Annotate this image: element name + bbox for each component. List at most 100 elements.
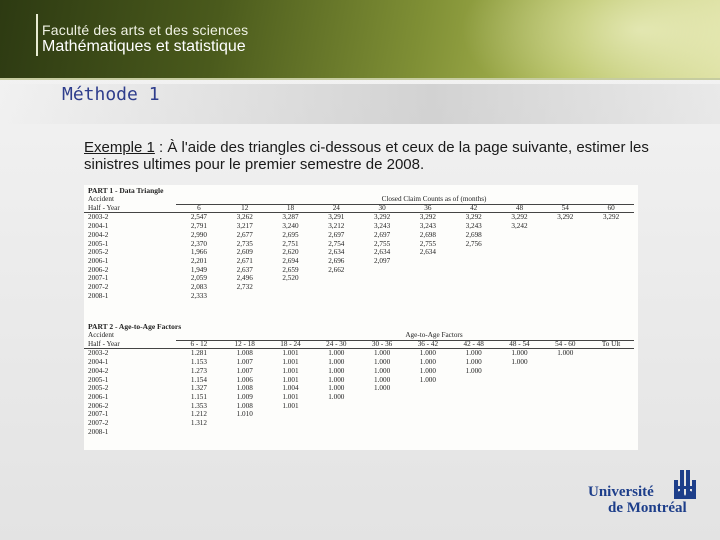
table-cell — [405, 283, 451, 292]
table-cell — [359, 266, 405, 275]
table-cell — [313, 419, 359, 428]
table-cell — [497, 248, 543, 257]
table-cell — [588, 266, 634, 275]
table-cell — [451, 248, 497, 257]
part2-col-label-1: Accident — [88, 331, 114, 339]
table-cell: 1.000 — [374, 349, 391, 358]
table-cell: 2,634 — [374, 248, 391, 257]
table-cell: 3,217 — [236, 222, 253, 231]
table-cell: 1,966 — [190, 248, 207, 257]
part2-column-header: 24 - 30 — [313, 339, 360, 350]
table-cell: 2,659 — [282, 265, 299, 274]
table-cell — [497, 367, 543, 376]
part2-column-header: 6 - 12 — [176, 339, 222, 350]
table-cell: 1.000 — [419, 375, 436, 384]
table-row: 2004-2 1.273 1.007 1.001 1.000 1.000 1.000 1.00… — [84, 367, 634, 376]
table-cell — [588, 384, 634, 393]
table-cell — [359, 292, 405, 301]
part1-column-header: 12 — [221, 203, 268, 214]
row-label: 2004-1 — [88, 222, 109, 231]
table-cell — [359, 393, 405, 402]
table-cell — [359, 274, 405, 283]
table-row: 2006-1 1.151 1.009 1.001 1.000 — [84, 393, 634, 402]
table-cell: 1.001 — [282, 392, 299, 401]
table-cell — [313, 410, 359, 419]
row-label: 2007-1 — [88, 410, 109, 419]
table-cell — [542, 266, 588, 275]
table-cell: 1.008 — [236, 384, 253, 393]
table-cell — [497, 384, 543, 393]
table-cell: 2,671 — [236, 256, 253, 265]
part1-column-header: 60 — [588, 203, 634, 214]
table-cell: 2,698 — [465, 230, 482, 239]
table-row: 2005-2 1,966 2,609 2,620 2,634 2,634 2,634 — [84, 248, 634, 257]
header-highlight — [460, 0, 720, 78]
table-cell: 2,547 — [190, 213, 207, 222]
table-cell: 2,732 — [236, 283, 253, 292]
table-cell — [222, 428, 268, 437]
table-cell — [542, 402, 588, 411]
part2-col-label-2: Half - Year — [84, 339, 176, 350]
table-cell: 1.000 — [328, 392, 345, 401]
table-cell: 2,609 — [236, 248, 253, 257]
example-paragraph: Exemple 1 : À l'aide des triangles ci-de… — [84, 139, 684, 173]
table-cell — [359, 410, 405, 419]
table-cell — [313, 428, 359, 437]
table-cell — [497, 402, 543, 411]
table-cell — [451, 292, 497, 301]
part1-column-header: 36 — [404, 203, 451, 214]
row-label: 2004-1 — [88, 358, 109, 367]
table-cell — [588, 349, 634, 358]
table-cell — [588, 393, 634, 402]
table-cell: 1.000 — [328, 349, 345, 358]
part1-column-header: 30 — [359, 203, 405, 214]
table-cell — [542, 419, 588, 428]
table-cell — [542, 384, 588, 393]
table-cell: 2,662 — [328, 265, 345, 274]
table-cell: 1.154 — [190, 375, 207, 384]
table-cell — [542, 292, 588, 301]
table-row: 2004-1 1.153 1.007 1.001 1.000 1.000 1.000 1.00… — [84, 358, 634, 367]
row-label: 2005-1 — [88, 239, 109, 248]
table-cell — [542, 367, 588, 376]
table-row: 2004-2 2,990 2,677 2,695 2,697 2,697 2,698 2,69… — [84, 231, 634, 240]
table-cell — [405, 384, 451, 393]
table-cell — [542, 248, 588, 257]
table-cell — [497, 283, 543, 292]
table-cell: 3,292 — [557, 213, 574, 222]
row-label: 2007-2 — [88, 419, 109, 428]
row-label: 2004-2 — [88, 230, 109, 239]
table-cell — [588, 410, 634, 419]
table-cell — [588, 257, 634, 266]
table-cell: 2,496 — [236, 274, 253, 283]
row-label: 2004-2 — [88, 366, 109, 375]
table-cell: 1.004 — [282, 384, 299, 393]
table-cell — [451, 384, 497, 393]
example-text: : À l'aide des triangles ci-dessous et c… — [84, 139, 649, 173]
table-cell — [497, 266, 543, 275]
table-cell — [405, 266, 451, 275]
table-cell: 1.000 — [374, 375, 391, 384]
table-cell: 1.000 — [511, 349, 528, 358]
table-cell — [405, 393, 451, 402]
table-cell — [542, 222, 588, 231]
table-cell: 1.001 — [282, 358, 299, 367]
table-cell — [359, 419, 405, 428]
table-cell — [542, 358, 588, 367]
table-cell: 2,634 — [419, 248, 436, 257]
table-cell: 2,697 — [328, 230, 345, 239]
table-cell — [497, 292, 543, 301]
table-cell — [588, 292, 634, 301]
table-cell — [542, 231, 588, 240]
row-label: 2006-1 — [88, 256, 109, 265]
table-cell — [588, 240, 634, 249]
table-cell — [497, 410, 543, 419]
table-cell: 2,059 — [190, 274, 207, 283]
row-label: 2005-1 — [88, 375, 109, 384]
part2-column-header: 30 - 36 — [359, 339, 405, 350]
row-label: 2006-2 — [88, 401, 109, 410]
table-cell — [359, 402, 405, 411]
table-cell: 1.353 — [190, 401, 207, 410]
table-cell: 1.006 — [236, 375, 253, 384]
udem-emblem-icon — [674, 470, 696, 499]
